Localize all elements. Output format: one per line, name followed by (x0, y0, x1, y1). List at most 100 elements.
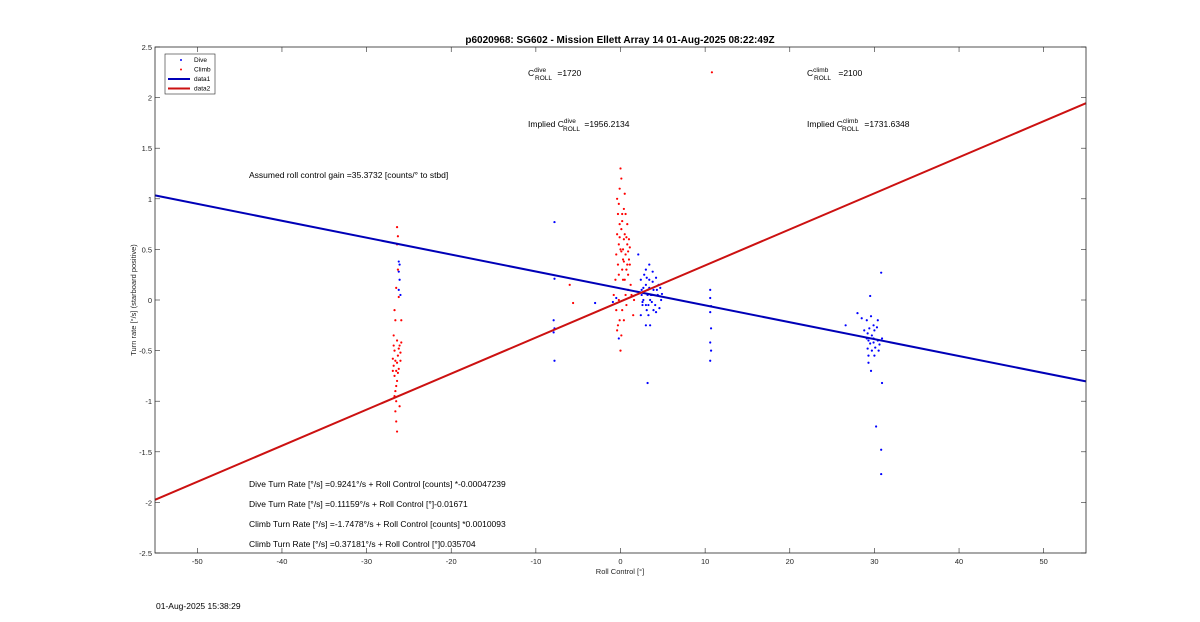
dive-point (880, 381, 884, 385)
climb-point (620, 250, 623, 253)
x-axis-label: Roll Control [°] (596, 567, 644, 576)
roll-gain-annotation: Assumed roll control gain =35.3732 [coun… (249, 170, 448, 180)
climb-point (396, 371, 400, 374)
dive-point (869, 342, 872, 345)
climb-point (392, 364, 395, 367)
climb-point (615, 309, 618, 312)
dive-point (652, 288, 655, 291)
dive-point (640, 288, 643, 291)
y-tick-label: -1.5 (139, 448, 152, 457)
climb-point (626, 243, 629, 246)
scatter-points (391, 71, 884, 476)
climb-point (393, 349, 396, 352)
dive-point (654, 303, 657, 307)
y-tick-label: 2 (148, 94, 152, 103)
climb-point (391, 369, 394, 372)
climb-point (623, 192, 626, 195)
x-tick-label: -50 (192, 557, 203, 566)
climb-point (394, 359, 397, 362)
dive-point (874, 346, 877, 349)
dive-point (651, 280, 654, 283)
y-tick-label: 1.5 (142, 144, 152, 153)
dive-point (552, 319, 555, 322)
x-tick-label: 0 (618, 557, 622, 566)
climb-point (617, 273, 620, 276)
climb-point (393, 309, 396, 312)
dive-point (660, 298, 663, 302)
dive-point (880, 472, 883, 476)
climb-point (398, 344, 401, 347)
dive-point (865, 319, 868, 322)
x-tick-label: -20 (446, 557, 457, 566)
x-tick-label: 30 (870, 557, 878, 566)
implied-climb-annotation: Implied Cclimb ROLL =1731.6348 (807, 118, 910, 133)
x-tick-label: 10 (701, 557, 709, 566)
x-tick-label: 50 (1040, 557, 1048, 566)
climb-point (397, 295, 400, 299)
climb-point (395, 339, 399, 342)
climb-point (629, 283, 632, 286)
climb-point (395, 400, 398, 403)
dive-point (399, 293, 402, 297)
climb-point (617, 243, 620, 246)
legend-marker-climb (180, 68, 182, 71)
y-tick-label: -2 (145, 498, 152, 507)
climb-equation-counts: Climb Turn Rate [°/s] =-1.7478°/s + Roll… (249, 519, 506, 529)
legend-marker-dive (180, 59, 182, 61)
dive-point (645, 276, 648, 279)
c-dive-annotation: Cdive ROLL =1720 (528, 67, 582, 82)
dive-point (637, 253, 640, 256)
data2-fit-line (154, 102, 1087, 501)
dive-point (870, 349, 873, 352)
climb-point (394, 410, 397, 413)
dive-point (866, 347, 869, 350)
chart-title: p6020968: SG602 - Mission Ellett Array 1… (465, 35, 774, 46)
climb-point (622, 238, 625, 241)
y-tick-label: -2.5 (139, 549, 152, 558)
x-tick-label: -10 (530, 557, 541, 566)
climb-point (619, 167, 622, 170)
dive-point (648, 263, 651, 266)
climb-point (622, 319, 625, 322)
dive-point (869, 369, 873, 372)
dive-point (645, 309, 648, 312)
climb-point (627, 258, 631, 261)
dive-point (398, 263, 401, 266)
dive-point (654, 311, 658, 314)
dive-point (867, 339, 870, 342)
legend-label-dive: Dive (194, 57, 207, 64)
climb-point (395, 286, 398, 289)
dive-equation-degrees: Dive Turn Rate [°/s] =0.11159°/s + Roll … (249, 499, 468, 509)
dive-point (594, 301, 597, 305)
y-axis-label: Turn rate [°/s] (starboard positive) (129, 244, 138, 356)
climb-point (617, 298, 620, 302)
climb-point (625, 268, 628, 271)
y-tick-label: 2.5 (142, 43, 152, 52)
dive-point (647, 303, 650, 307)
x-tick-label: -40 (277, 557, 288, 566)
climb-point (632, 298, 636, 302)
climb-point (624, 212, 627, 216)
dive-point (650, 300, 653, 304)
climb-point (710, 71, 714, 74)
dive-point (398, 278, 401, 281)
legend-label-data1: data1 (194, 76, 211, 83)
climb-point (619, 349, 622, 352)
climb-point (612, 293, 615, 297)
dive-point (553, 359, 556, 362)
climb-point (395, 384, 398, 388)
climb-point (395, 420, 398, 423)
climb-point (628, 246, 631, 249)
climb-point (395, 226, 399, 229)
y-tick-label: 0 (148, 296, 152, 305)
dive-point (644, 324, 647, 327)
x-tick-label: 20 (786, 557, 794, 566)
dive-point (869, 315, 873, 318)
dive-point (873, 354, 876, 357)
dive-point (642, 286, 645, 289)
climb-point (625, 236, 628, 239)
climb-point (621, 268, 624, 271)
climb-point (618, 223, 621, 226)
dive-point (875, 425, 878, 428)
climb-point (621, 278, 625, 281)
